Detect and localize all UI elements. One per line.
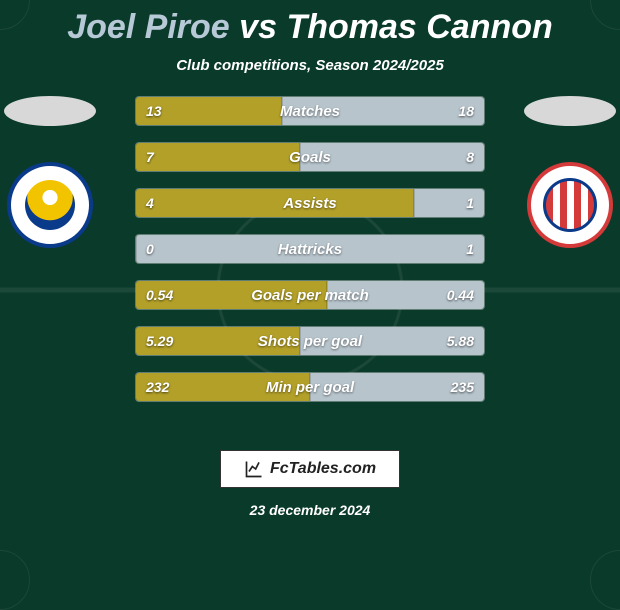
stat-label: Hattricks xyxy=(136,235,484,263)
stat-row: 232235Min per goal xyxy=(135,372,485,402)
stat-row: 1318Matches xyxy=(135,96,485,126)
stat-row: 41Assists xyxy=(135,188,485,218)
stat-row: 78Goals xyxy=(135,142,485,172)
player1-silhouette xyxy=(4,96,96,126)
player1-club-crest xyxy=(7,162,93,248)
stat-label: Goals xyxy=(136,143,484,171)
stat-label: Goals per match xyxy=(136,281,484,309)
player2-club-crest xyxy=(527,162,613,248)
stoke-crest-icon xyxy=(543,178,597,232)
player2-silhouette xyxy=(524,96,616,126)
stat-bars: 1318Matches 78Goals 41Assists 01Hattricks 0.… xyxy=(135,96,485,418)
right-side xyxy=(520,96,620,248)
stat-label: Shots per goal xyxy=(136,327,484,355)
stat-row: 01Hattricks xyxy=(135,234,485,264)
stat-row: 5.295.88Shots per goal xyxy=(135,326,485,356)
stat-label: Assists xyxy=(136,189,484,217)
stat-label: Min per goal xyxy=(136,373,484,401)
stat-label: Matches xyxy=(136,97,484,125)
stat-row: 0.540.44Goals per match xyxy=(135,280,485,310)
comparison-arena: 1318Matches 78Goals 41Assists 01Hattricks 0.… xyxy=(0,96,620,426)
left-side xyxy=(0,96,100,248)
leeds-crest-icon xyxy=(25,180,75,230)
